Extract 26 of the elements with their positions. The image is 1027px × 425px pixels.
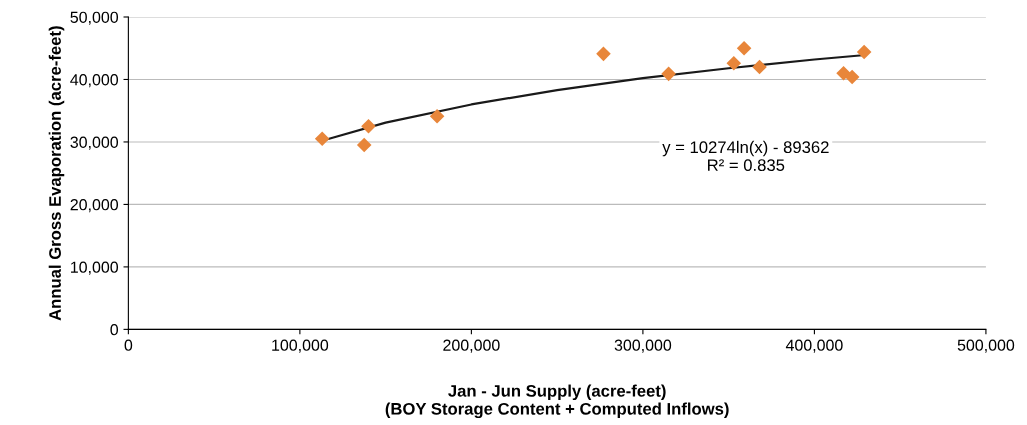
y-tick-label: 30,000	[70, 136, 119, 150]
point	[361, 119, 376, 134]
y-tick-label: 50,000	[70, 11, 119, 25]
x-tick-label: 500,000	[957, 339, 1015, 353]
x-tick-label: 100,000	[272, 339, 329, 353]
y-tick-label: 40,000	[70, 74, 119, 88]
y-tick-label: 0	[110, 324, 119, 336]
x-axis-title: Jan - Jun Supply (acre-feet) (BOY Storage Content + Computed Inflows)	[385, 384, 729, 419]
point	[844, 69, 860, 85]
point	[726, 55, 742, 71]
point	[736, 40, 752, 56]
x-tick-label: 400,000	[785, 339, 843, 353]
point	[356, 137, 372, 153]
x-tick-label: 0	[124, 339, 133, 351]
point	[661, 66, 676, 82]
y-axis-title: Annual Gross Evaporation (acre-feet)	[48, 26, 65, 321]
point	[596, 46, 611, 62]
point	[314, 131, 330, 147]
y-tick-label: 20,000	[70, 199, 119, 213]
annotation: y = 10274ln(x) - 89362 R² = 0.835	[662, 140, 829, 172]
y-tick-label: 10,000	[71, 261, 119, 275]
point	[856, 44, 872, 60]
x-tick-label: 300,000	[614, 339, 672, 353]
point	[429, 109, 445, 124]
point	[752, 59, 767, 75]
x-tick-label: 200,000	[443, 339, 500, 353]
